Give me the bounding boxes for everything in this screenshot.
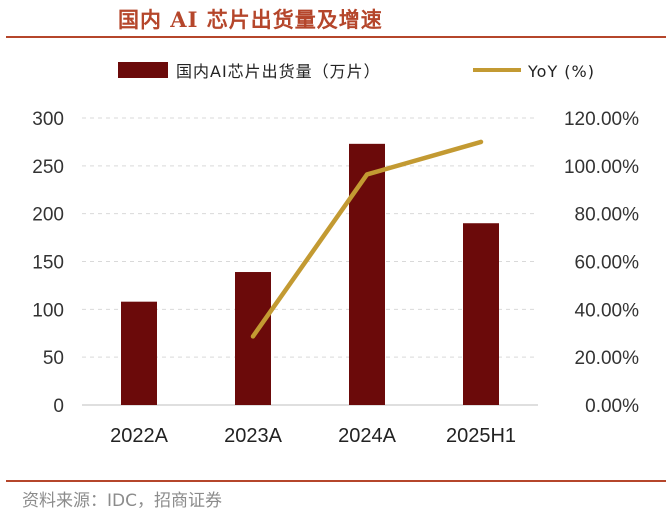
left-tick-label: 100 bbox=[32, 300, 64, 321]
right-tick-label: 120.00% bbox=[564, 109, 639, 130]
legend: 国内AI芯片出货量（万片） YoY (%) bbox=[118, 62, 595, 81]
yoy-point bbox=[251, 334, 255, 339]
category-label: 2023A bbox=[224, 425, 282, 447]
left-tick-label: 0 bbox=[53, 396, 64, 417]
legend-bar-swatch bbox=[118, 62, 168, 78]
yoy-point bbox=[365, 172, 369, 177]
yoy-point bbox=[479, 139, 483, 144]
category-label: 2022A bbox=[110, 425, 168, 447]
line-series bbox=[250, 139, 484, 339]
source-note: 资料来源：IDC，招商证券 bbox=[22, 491, 222, 511]
category-labels: 2022A 2023A 2024A 2025H1 bbox=[110, 425, 516, 447]
legend-line-label: YoY (%) bbox=[527, 62, 595, 81]
gridlines bbox=[82, 117, 538, 358]
right-tick-label: 0.00% bbox=[585, 396, 639, 417]
chart-title: 国内 AI 芯片出货量及增速 bbox=[118, 7, 383, 32]
footer-divider bbox=[6, 480, 666, 482]
chart-area: 国内AI芯片出货量（万片） YoY (%) 0 50 100 150 200 250 300… bbox=[32, 62, 639, 447]
legend-bar-label: 国内AI芯片出货量（万片） bbox=[176, 62, 381, 81]
bar-series bbox=[121, 143, 499, 405]
category-label: 2025H1 bbox=[446, 425, 516, 447]
left-axis-ticks: 0 50 100 150 200 250 300 bbox=[32, 109, 64, 417]
left-tick-label: 150 bbox=[32, 253, 64, 274]
right-tick-label: 60.00% bbox=[575, 253, 640, 274]
right-tick-label: 80.00% bbox=[575, 205, 640, 226]
right-tick-label: 40.00% bbox=[575, 300, 640, 321]
right-tick-label: 20.00% bbox=[575, 348, 640, 369]
category-label: 2024A bbox=[338, 425, 396, 447]
left-tick-label: 50 bbox=[43, 348, 64, 369]
right-tick-label: 100.00% bbox=[564, 157, 639, 178]
title-divider bbox=[6, 36, 666, 38]
bar bbox=[121, 301, 157, 405]
left-tick-label: 200 bbox=[32, 205, 64, 226]
left-tick-label: 250 bbox=[32, 157, 64, 178]
bar bbox=[349, 143, 385, 405]
left-tick-label: 300 bbox=[32, 109, 64, 130]
right-axis-ticks: 0.00% 20.00% 40.00% 60.00% 80.00% 100.00% 120.… bbox=[564, 109, 639, 417]
bar bbox=[463, 223, 499, 405]
